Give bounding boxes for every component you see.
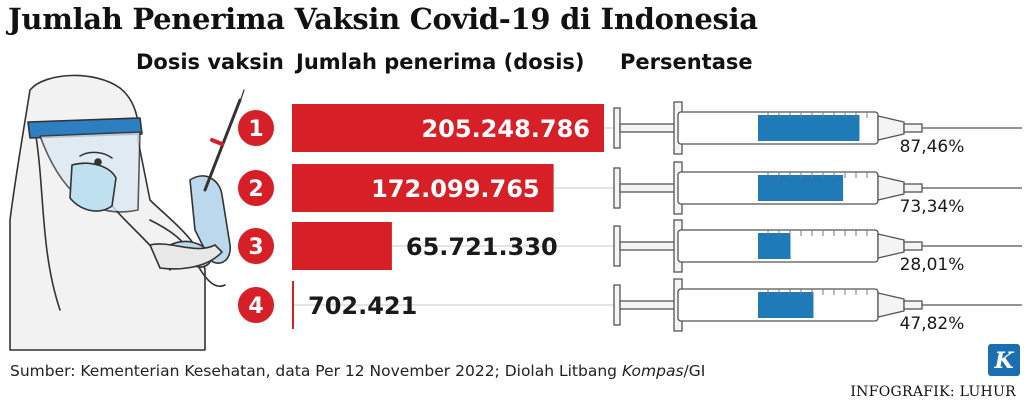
chart-title: Jumlah Penerima Vaksin Covid-19 di Indon… (8, 2, 758, 36)
syringe-plunger-head (613, 284, 621, 326)
syringe-plunger-rod (619, 183, 677, 193)
dose-number: 1 (248, 117, 263, 142)
syringe-plunger-head (613, 107, 621, 149)
percentage-label: 47,82% (900, 314, 965, 334)
syringe-plunger-rod (619, 241, 677, 251)
percentage-label: 87,46% (900, 137, 965, 157)
infographic-credit: INFOGRAFIK: LUHUR (850, 384, 1016, 400)
kompas-logo-icon: K (988, 344, 1020, 376)
percentage-label: 73,34% (900, 197, 965, 217)
column-header-percentage: Persentase (620, 50, 753, 74)
syringe-hub (903, 300, 923, 310)
logo-letter: K (993, 348, 1014, 374)
syringe-fill (758, 175, 844, 201)
value-label: 65.721.330 (406, 233, 558, 261)
bar (292, 281, 294, 329)
syringe-tip (877, 233, 905, 259)
dose-number: 4 (248, 294, 263, 319)
dose-number-circle (236, 168, 276, 208)
syringe-fill (758, 292, 814, 318)
syringe-hub (903, 123, 923, 133)
source-suffix: /GI (683, 362, 706, 380)
syringe-fill (758, 233, 791, 259)
syringe-plunger-head (613, 225, 621, 267)
value-label: 172.099.765 (371, 175, 540, 203)
dose-number-circle (236, 285, 276, 325)
syringe-tip (877, 292, 905, 318)
bar (292, 164, 554, 212)
bar (292, 104, 604, 152)
syringe-hub (903, 183, 923, 193)
column-header-dose: Dosis vaksin (136, 50, 284, 74)
syringe-hub (903, 241, 923, 251)
dose-number: 3 (248, 235, 263, 260)
syringe-tip (877, 175, 905, 201)
dose-number-circle (236, 226, 276, 266)
value-label: 702.421 (308, 292, 417, 320)
syringe-plunger-rod (619, 123, 677, 133)
source-italic: Kompas (621, 362, 684, 380)
dose-number: 2 (248, 177, 263, 202)
column-header-recipients: Jumlah penerima (dosis) (296, 50, 585, 74)
dose-number-circle (236, 108, 276, 148)
syringe-fill (758, 115, 860, 141)
bar (292, 222, 392, 270)
source-note: Sumber: Kementerian Kesehatan, data Per … (10, 362, 705, 380)
value-label: 205.248.786 (421, 115, 590, 143)
syringe-tip (877, 115, 905, 141)
syringe-plunger-rod (619, 300, 677, 310)
source-prefix: Sumber: Kementerian Kesehatan, data Per … (10, 362, 622, 380)
syringe-plunger-head (613, 167, 621, 209)
percentage-label: 28,01% (900, 255, 965, 275)
health-worker-with-syringe-icon (9, 74, 245, 351)
